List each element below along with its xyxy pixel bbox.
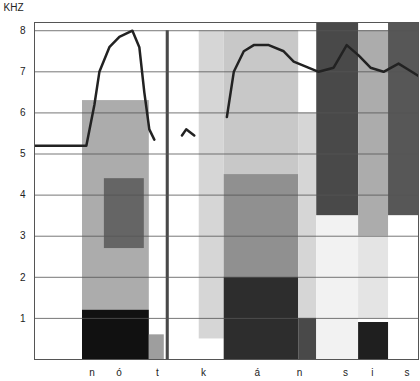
svg-text:4: 4 xyxy=(20,189,26,200)
svg-text:s: s xyxy=(404,367,409,378)
svg-text:k: k xyxy=(201,367,207,378)
svg-text:á: á xyxy=(254,367,260,378)
svg-text:ó: ó xyxy=(116,367,122,378)
svg-text:8: 8 xyxy=(20,25,26,36)
svg-text:2: 2 xyxy=(20,272,26,283)
svg-text:6: 6 xyxy=(20,107,26,118)
svg-text:i: i xyxy=(371,367,373,378)
svg-text:7: 7 xyxy=(20,66,26,77)
svg-text:n: n xyxy=(297,367,303,378)
svg-text:KHZ: KHZ xyxy=(4,2,24,13)
svg-text:t: t xyxy=(156,367,159,378)
svg-text:1: 1 xyxy=(20,313,26,324)
svg-text:n: n xyxy=(89,367,95,378)
svg-text:s: s xyxy=(343,367,348,378)
svg-text:5: 5 xyxy=(20,148,26,159)
svg-text:3: 3 xyxy=(20,230,26,241)
